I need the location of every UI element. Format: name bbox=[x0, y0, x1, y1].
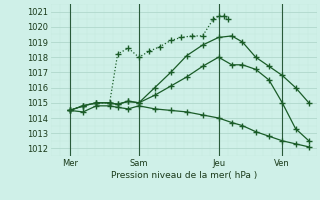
X-axis label: Pression niveau de la mer( hPa ): Pression niveau de la mer( hPa ) bbox=[111, 171, 257, 180]
